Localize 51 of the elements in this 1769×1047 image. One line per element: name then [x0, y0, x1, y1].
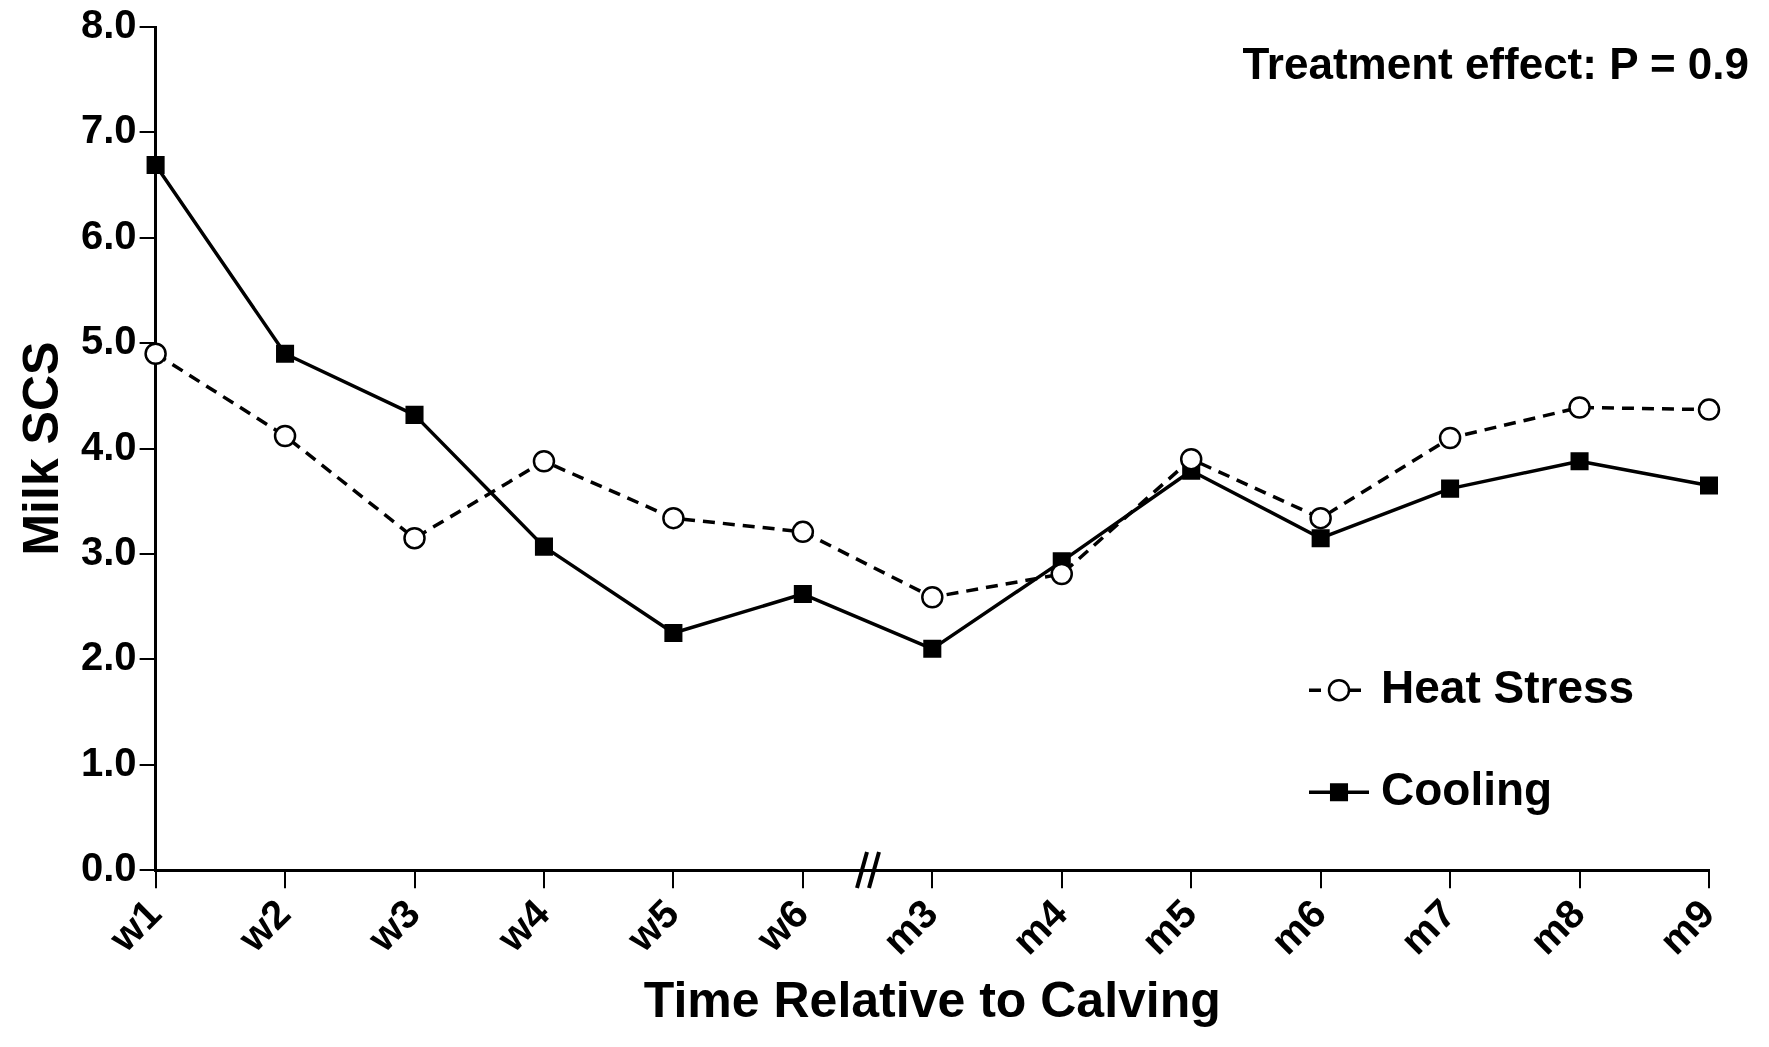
- x-tick-label: m3: [873, 890, 946, 963]
- x-tick-label: w3: [358, 890, 428, 961]
- annotation: Treatment effect: P = 0.9: [1242, 39, 1749, 89]
- y-axis-title: Milk SCS: [12, 341, 69, 556]
- y-tick-label: 3.0: [81, 529, 137, 574]
- point: [405, 405, 424, 424]
- point: [1568, 396, 1591, 419]
- x-tick-label: w6: [746, 890, 817, 961]
- x-tick-label: m5: [1132, 890, 1205, 963]
- point: [273, 424, 297, 448]
- x-tick-label: m6: [1262, 890, 1335, 963]
- point: [1438, 426, 1462, 450]
- x-tick-label: w4: [487, 889, 558, 961]
- point: [1050, 562, 1073, 586]
- point: [791, 520, 815, 544]
- point: [664, 624, 683, 643]
- point: [146, 156, 165, 175]
- point: [662, 506, 685, 530]
- y-tick-label: 0.0: [81, 845, 137, 890]
- point: [403, 526, 426, 550]
- y-tick-label: 2.0: [81, 634, 137, 679]
- point: [921, 585, 944, 609]
- x-tick-label: w5: [617, 890, 687, 961]
- point: [923, 639, 942, 658]
- x-tick-label: w1: [99, 890, 170, 961]
- x-tick-label: m7: [1391, 890, 1464, 963]
- point: [1179, 447, 1203, 471]
- legend-label: Cooling: [1381, 762, 1553, 815]
- point: [1309, 506, 1332, 530]
- y-tick-label: 6.0: [81, 212, 137, 257]
- legend-label: Heat Stress: [1381, 660, 1635, 713]
- point: [1699, 476, 1719, 495]
- y-tick-label: 5.0: [81, 318, 137, 363]
- x-tick-label: m4: [1003, 889, 1076, 963]
- point: [1441, 479, 1460, 498]
- x-tick-label: w2: [228, 890, 299, 961]
- point: [1311, 529, 1330, 548]
- point: [532, 449, 556, 473]
- point: [534, 537, 553, 556]
- point: [793, 585, 812, 604]
- y-tick-label: 7.0: [81, 107, 137, 152]
- point: [144, 342, 167, 365]
- y-tick-label: 1.0: [81, 739, 137, 784]
- x-tick-label: m8: [1521, 890, 1594, 963]
- y-tick-label: 4.0: [81, 423, 137, 468]
- point: [1570, 452, 1589, 471]
- point: [276, 344, 295, 363]
- point: [1697, 398, 1721, 421]
- y-tick-label: 8.0: [81, 2, 137, 47]
- x-axis-title: Time Relative to Calving: [643, 971, 1221, 1028]
- x-tick-label: m9: [1650, 890, 1723, 963]
